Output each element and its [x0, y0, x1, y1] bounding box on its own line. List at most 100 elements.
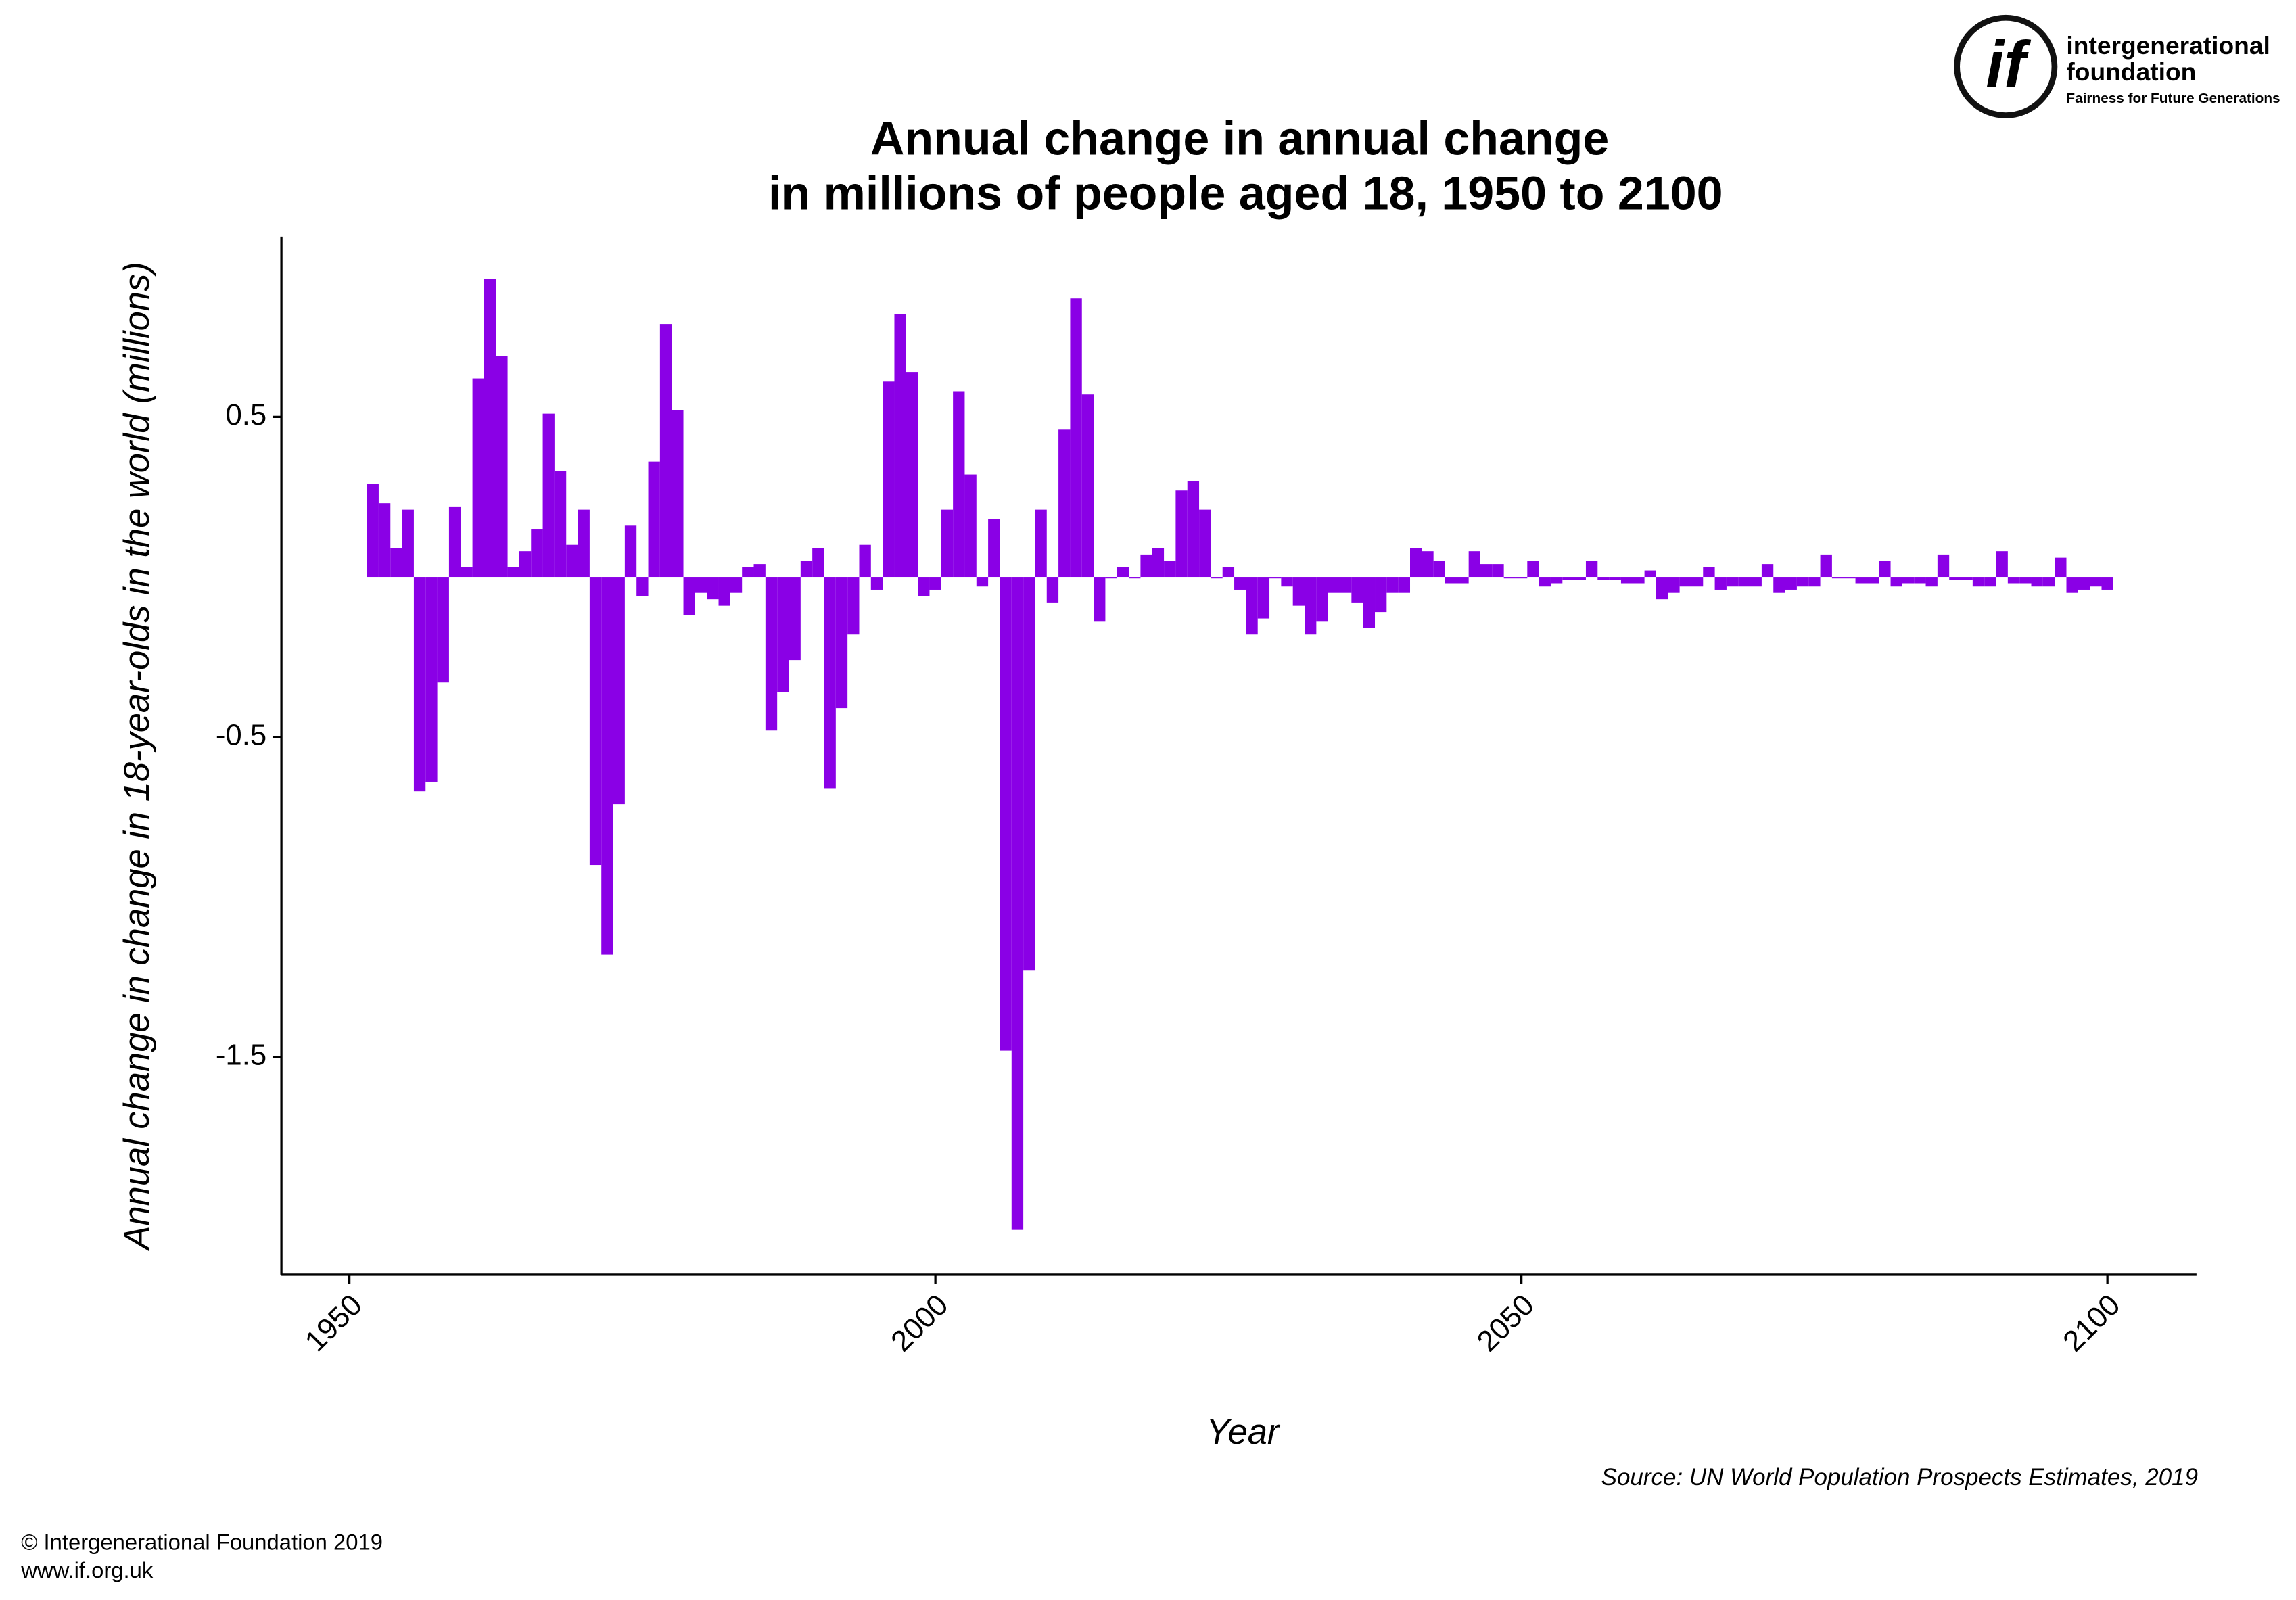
bar — [1480, 564, 1493, 578]
chart-title: Annual change in annual change — [870, 112, 1609, 164]
bar — [1633, 577, 1645, 584]
bar — [894, 314, 906, 578]
bar — [378, 503, 391, 578]
bar — [847, 577, 860, 635]
bar — [2090, 577, 2102, 587]
bar — [613, 577, 625, 805]
bar — [941, 509, 954, 578]
bar — [789, 577, 801, 661]
bar — [1855, 577, 1867, 584]
bar — [601, 577, 613, 955]
bar — [1668, 577, 1680, 593]
bar — [1222, 567, 1235, 578]
bar — [2055, 557, 2067, 578]
bar — [2078, 577, 2090, 590]
bar — [929, 577, 941, 590]
bar — [1305, 577, 1317, 635]
bar — [1035, 509, 1047, 578]
bar — [484, 279, 496, 578]
bar — [1140, 554, 1152, 578]
bar — [1937, 554, 1950, 578]
bar — [425, 577, 438, 782]
x-axis-label: Year — [1206, 1412, 1280, 1452]
bar — [870, 577, 883, 590]
bar — [659, 324, 672, 578]
bar — [2101, 577, 2113, 590]
bar — [413, 577, 426, 792]
bar — [589, 577, 602, 866]
bar — [1902, 577, 1915, 584]
bar — [1351, 577, 1363, 603]
bar — [531, 529, 543, 578]
bar — [1492, 564, 1504, 578]
bar — [2042, 577, 2055, 587]
source-note: Source: UN World Population Prospects Es… — [1601, 1464, 2198, 1490]
bar — [1269, 577, 1282, 579]
bar — [1094, 577, 1106, 622]
bar — [730, 577, 743, 593]
bar — [390, 548, 402, 578]
bar — [707, 577, 719, 600]
bar — [964, 474, 977, 578]
bar — [718, 577, 730, 606]
y-tick-label: -0.5 — [216, 718, 266, 751]
bar — [1972, 577, 1985, 587]
bar — [1445, 577, 1457, 584]
bar — [2031, 577, 2043, 587]
y-tick-label: 0.5 — [225, 398, 266, 431]
bar — [1738, 577, 1750, 587]
bar — [2019, 577, 2032, 584]
bar — [1703, 567, 1715, 578]
bar — [765, 577, 778, 731]
bar — [1890, 577, 1902, 587]
bar — [1023, 577, 1035, 971]
bar — [1129, 577, 1141, 579]
bar — [1457, 577, 1469, 584]
bar — [906, 372, 918, 578]
bar — [824, 577, 836, 789]
bar — [1386, 577, 1399, 593]
bar — [1949, 577, 1961, 580]
bar — [1081, 394, 1094, 578]
bar — [953, 391, 965, 578]
bar — [1398, 577, 1411, 593]
bar — [1679, 577, 1691, 587]
bar — [1468, 551, 1480, 578]
bar — [1609, 577, 1621, 580]
bar — [554, 471, 567, 578]
bar — [1808, 577, 1821, 587]
bar — [507, 567, 519, 578]
logo-circle — [1954, 14, 2058, 118]
bar — [1597, 577, 1610, 580]
website: www.if.org.uk — [20, 1557, 154, 1582]
bar — [835, 577, 848, 709]
bar — [1000, 577, 1012, 1051]
bar — [1046, 577, 1059, 603]
bar — [1925, 577, 1938, 587]
logo-mark: if — [1986, 28, 2032, 101]
bar — [1644, 570, 1656, 578]
bar — [1058, 429, 1071, 578]
bar — [472, 378, 484, 578]
bar — [648, 461, 660, 578]
bar — [1984, 577, 1996, 587]
bar — [1070, 298, 1082, 578]
bar — [624, 525, 637, 578]
bar — [1714, 577, 1727, 590]
bar — [1961, 577, 1973, 580]
bar — [1105, 577, 1117, 579]
bar — [1175, 490, 1188, 578]
bar — [859, 544, 871, 578]
bar — [1316, 577, 1328, 622]
bar — [1796, 577, 1809, 587]
bar — [1527, 561, 1539, 578]
y-tick-label: -1.5 — [216, 1039, 266, 1072]
bar — [1574, 577, 1586, 580]
bar — [1550, 577, 1563, 584]
bar — [883, 381, 895, 578]
bar — [1433, 561, 1445, 578]
bar — [1562, 577, 1574, 580]
bar — [812, 548, 824, 578]
bar — [1773, 577, 1785, 593]
